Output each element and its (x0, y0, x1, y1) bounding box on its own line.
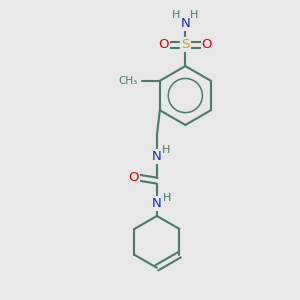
Text: N: N (152, 150, 162, 163)
Text: H: H (163, 193, 171, 203)
Text: H: H (172, 11, 181, 20)
Text: H: H (162, 145, 170, 155)
Text: N: N (181, 17, 190, 30)
Text: O: O (159, 38, 169, 51)
Text: O: O (128, 171, 139, 184)
Text: O: O (202, 38, 212, 51)
Text: CH₃: CH₃ (118, 76, 137, 86)
Text: N: N (152, 197, 162, 210)
Text: S: S (181, 38, 190, 51)
Text: H: H (190, 11, 198, 20)
